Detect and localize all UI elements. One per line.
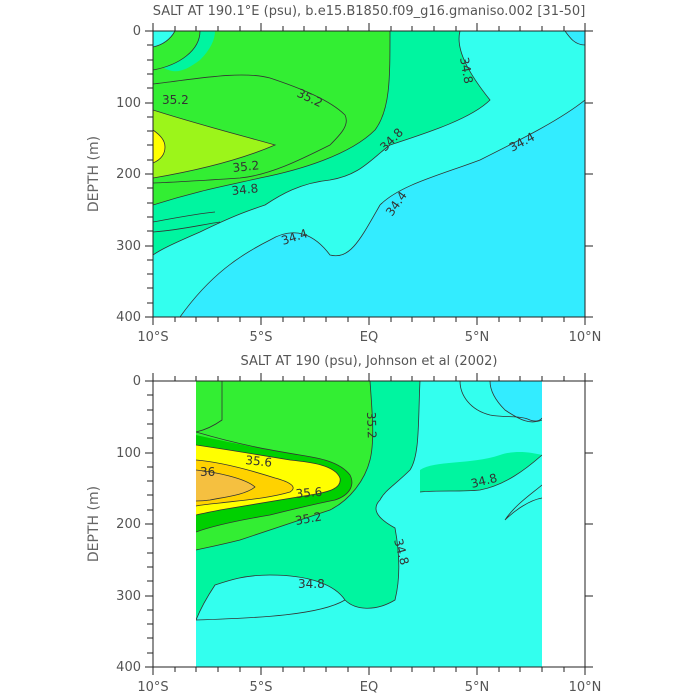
bottom-x-axis: 10°S 5°S EQ 5°N 10°N (137, 373, 601, 695)
top-right-ticks (585, 30, 593, 318)
bot-xtick-5s: 5°S (249, 680, 272, 695)
fill-right-green (420, 451, 542, 492)
bottom-y-ticks (145, 380, 153, 668)
top-x-ticks-bottom (152, 317, 586, 325)
bottom-contour-fills (196, 381, 542, 667)
top-label-35-2-a: 35.2 (162, 93, 189, 107)
bot-ytick-200: 200 (116, 517, 141, 532)
bot-label-35-2-b: 35.2 (294, 510, 323, 528)
bottom-panel: SALT AT 190 (psu), Johnson et al (2002) (86, 354, 601, 695)
bot-ytick-400: 400 (116, 660, 141, 675)
top-x-ticks-top (152, 23, 586, 31)
bottom-y-axis-label: DEPTH (m) (86, 486, 102, 562)
top-ytick-100: 100 (116, 96, 141, 111)
top-label-34-8-a: 34.8 (231, 181, 259, 198)
top-ytick-400: 400 (116, 310, 141, 325)
bottom-x-ticks-top (152, 373, 586, 381)
bot-ytick-100: 100 (116, 446, 141, 461)
bot-xtick-eq: EQ (360, 680, 378, 695)
fill-top-left-green-bot (196, 381, 222, 432)
top-label-35-2-c: 35.2 (232, 158, 260, 175)
bottom-panel-title: SALT AT 190 (psu), Johnson et al (2002) (240, 354, 497, 369)
fill-36-0-plus (153, 130, 165, 163)
bot-xtick-5n: 5°N (465, 680, 490, 695)
top-ytick-200: 200 (116, 167, 141, 182)
top-y-ticks (145, 30, 153, 318)
top-xtick-10n: 10°N (569, 330, 602, 345)
bot-label-35-2-a: 35.2 (364, 412, 379, 439)
bot-label-36: 36 (200, 465, 215, 479)
top-y-axis-label: DEPTH (m) (86, 136, 102, 212)
top-y-axis: 0 100 200 300 400 DEPTH (m) (86, 24, 153, 325)
fill-36-2-plus-bot (196, 470, 255, 501)
bot-xtick-10s: 10°S (137, 680, 168, 695)
fill-right-lower (505, 485, 542, 520)
bot-ytick-0: 0 (133, 374, 141, 389)
bottom-x-ticks-bottom (152, 667, 586, 675)
fill-top-left-corner-cyan (153, 31, 175, 47)
top-ytick-0: 0 (133, 24, 141, 39)
bot-label-34-8-b: 34.8 (391, 537, 411, 566)
top-xtick-5n: 5°N (465, 330, 490, 345)
bot-ytick-300: 300 (116, 589, 141, 604)
bot-label-35-6-b: 35.6 (295, 485, 323, 501)
fill-35-6-36-0 (153, 110, 275, 178)
bot-label-34-8-c: 34.8 (298, 577, 325, 591)
top-xtick-5s: 5°S (249, 330, 272, 345)
bottom-contour-labels: 36 35.6 35.6 35.2 35.2 34.8 34.8 34.8 (200, 412, 499, 591)
top-xtick-eq: EQ (360, 330, 378, 345)
top-contour-fills (153, 31, 585, 317)
bot-xtick-10n: 10°N (569, 680, 602, 695)
top-ytick-300: 300 (116, 239, 141, 254)
bottom-y-axis: 0 100 200 300 400 DEPTH (m) (86, 374, 153, 675)
bot-label-34-8-a: 34.8 (469, 471, 498, 491)
top-label-34-8-c: 34.8 (457, 56, 475, 85)
top-panel-title: SALT AT 190.1°E (psu), b.e15.B1850.f09_g… (153, 4, 586, 19)
bot-label-35-6-a: 35.6 (245, 453, 273, 470)
bottom-right-ticks (585, 380, 593, 668)
fill-right-cyan (490, 381, 542, 422)
top-x-axis: 10°S 5°S EQ 5°N 10°N (137, 23, 601, 345)
top-xtick-10s: 10°S (137, 330, 168, 345)
top-panel: SALT AT 190.1°E (psu), b.e15.B1850.f09_g… (86, 4, 601, 345)
fill-top-right-corner (565, 31, 585, 45)
